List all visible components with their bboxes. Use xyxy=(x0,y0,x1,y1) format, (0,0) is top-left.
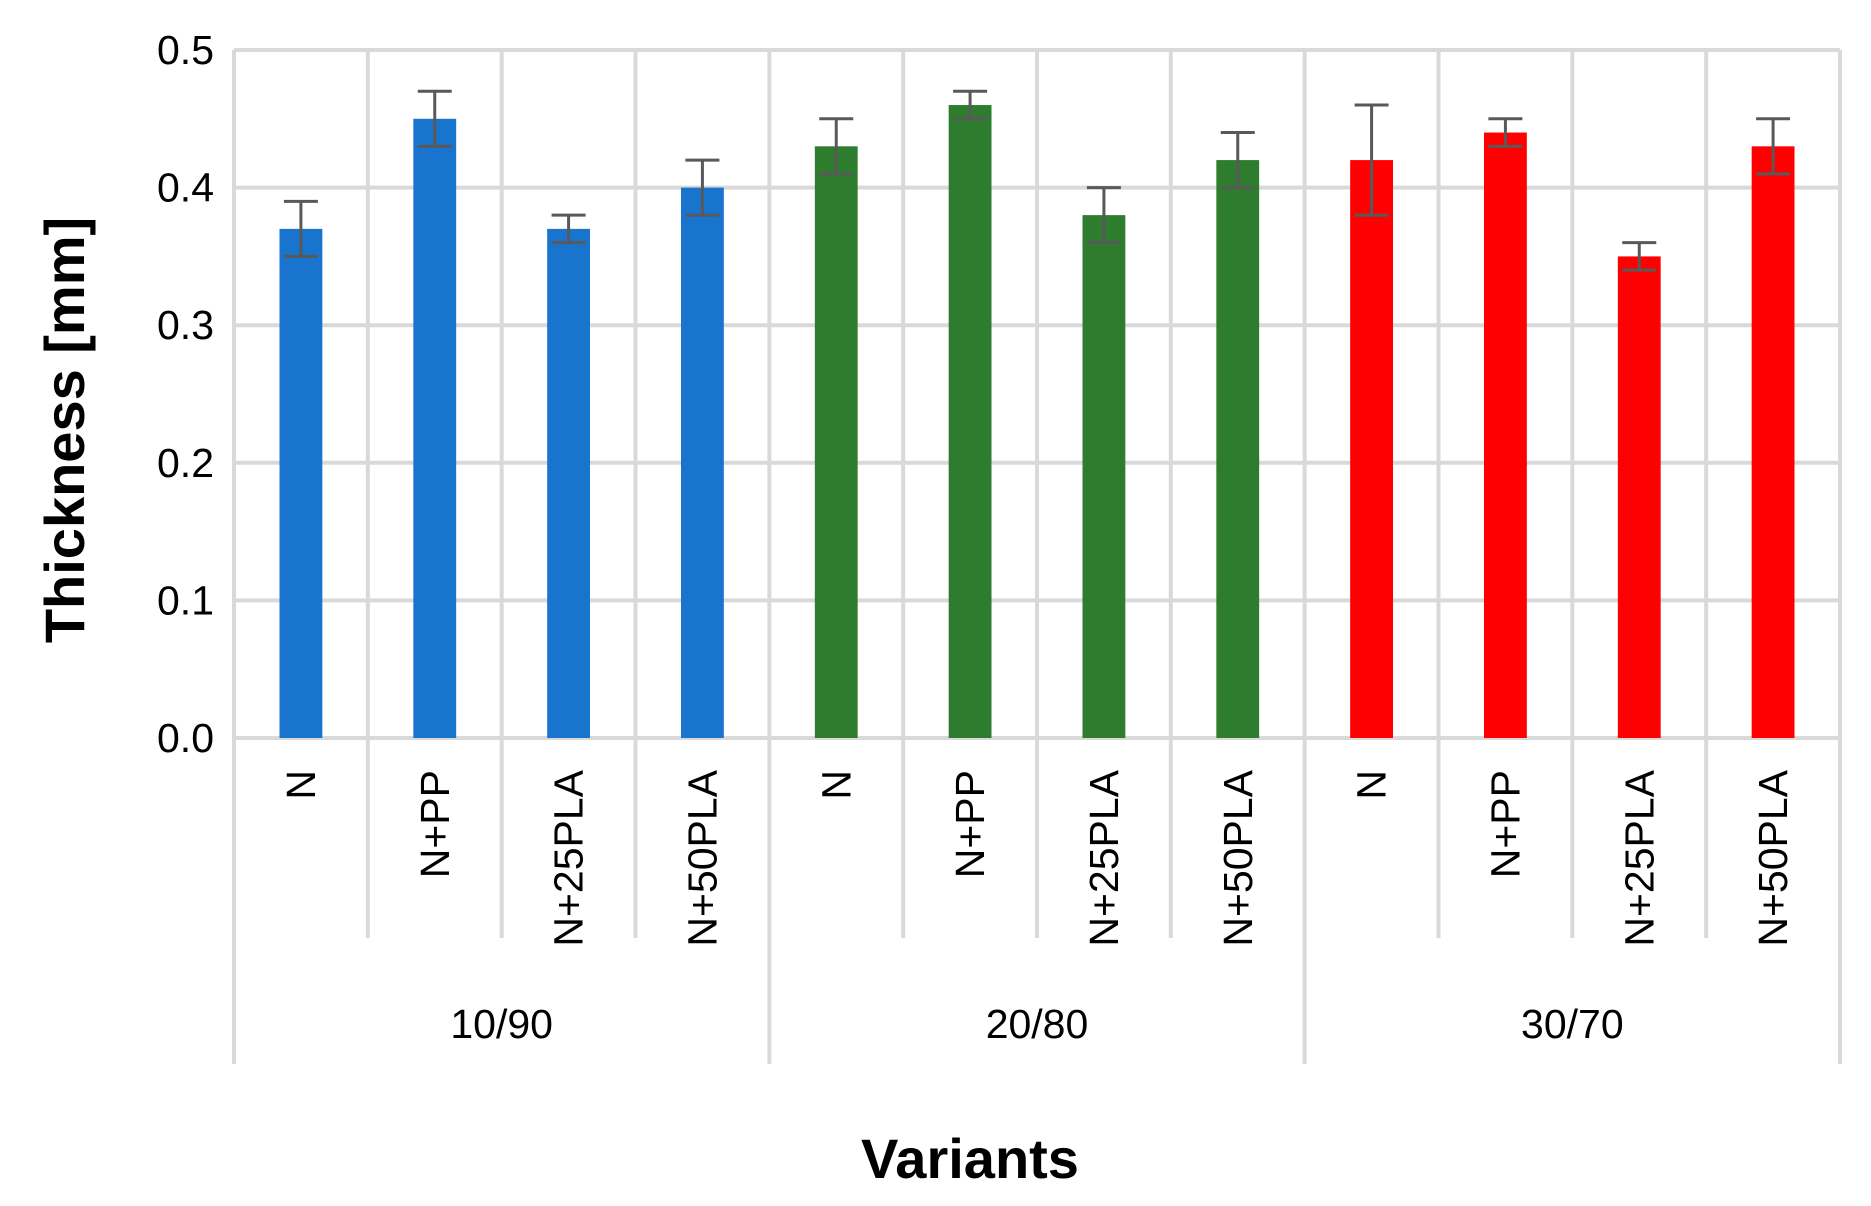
x-category-labels: N N+PP N+25PLA N+50PLA N N+PP N+25PLA N+50PLA N N… xyxy=(278,769,1796,946)
x-category-label: N+25PLA xyxy=(1081,769,1127,946)
y-tick-label: 0.4 xyxy=(157,165,214,211)
bar xyxy=(1484,132,1527,738)
x-axis-title: Variants xyxy=(861,1127,1079,1190)
bars xyxy=(279,105,1795,739)
y-tick-label: 0.1 xyxy=(157,577,214,623)
bar xyxy=(1617,256,1661,738)
x-group-label: 30/70 xyxy=(1521,1001,1624,1047)
y-tick-label: 0.0 xyxy=(157,715,214,761)
x-category-label: N+PP xyxy=(947,770,993,878)
bar xyxy=(1216,160,1260,738)
x-group-label: 20/80 xyxy=(986,1001,1089,1047)
x-category-label: N+50PLA xyxy=(679,769,725,946)
bar xyxy=(279,228,323,738)
y-tick-label: 0.2 xyxy=(157,440,214,486)
bar xyxy=(948,105,992,739)
x-category-label: N xyxy=(813,770,859,800)
bar xyxy=(814,146,858,738)
bar xyxy=(1350,160,1393,738)
bar xyxy=(547,228,590,738)
y-axis-title: Thickness [mm] xyxy=(33,217,96,643)
x-category-label: N+PP xyxy=(1482,770,1528,878)
bar xyxy=(413,118,457,739)
x-group-label: 10/90 xyxy=(450,1001,553,1047)
y-tick-label: 0.5 xyxy=(157,27,214,73)
x-category-label: N+25PLA xyxy=(546,769,592,946)
x-group-labels: 10/90 20/80 30/70 xyxy=(450,1001,1623,1047)
x-category-label: N+PP xyxy=(412,770,458,878)
y-tick-labels: 0.0 0.1 0.2 0.3 0.4 0.5 xyxy=(157,27,214,761)
error-bars xyxy=(283,89,1791,272)
x-category-label: N xyxy=(278,770,324,800)
x-category-label: N+50PLA xyxy=(1750,769,1796,946)
bar xyxy=(1751,146,1795,738)
bar xyxy=(681,187,724,739)
x-category-label: N+25PLA xyxy=(1616,769,1662,946)
grid-lines xyxy=(232,48,1842,1064)
x-category-label: N+50PLA xyxy=(1215,769,1261,946)
y-tick-label: 0.3 xyxy=(157,302,214,348)
x-category-label: N xyxy=(1349,770,1395,800)
bar xyxy=(1082,215,1126,738)
